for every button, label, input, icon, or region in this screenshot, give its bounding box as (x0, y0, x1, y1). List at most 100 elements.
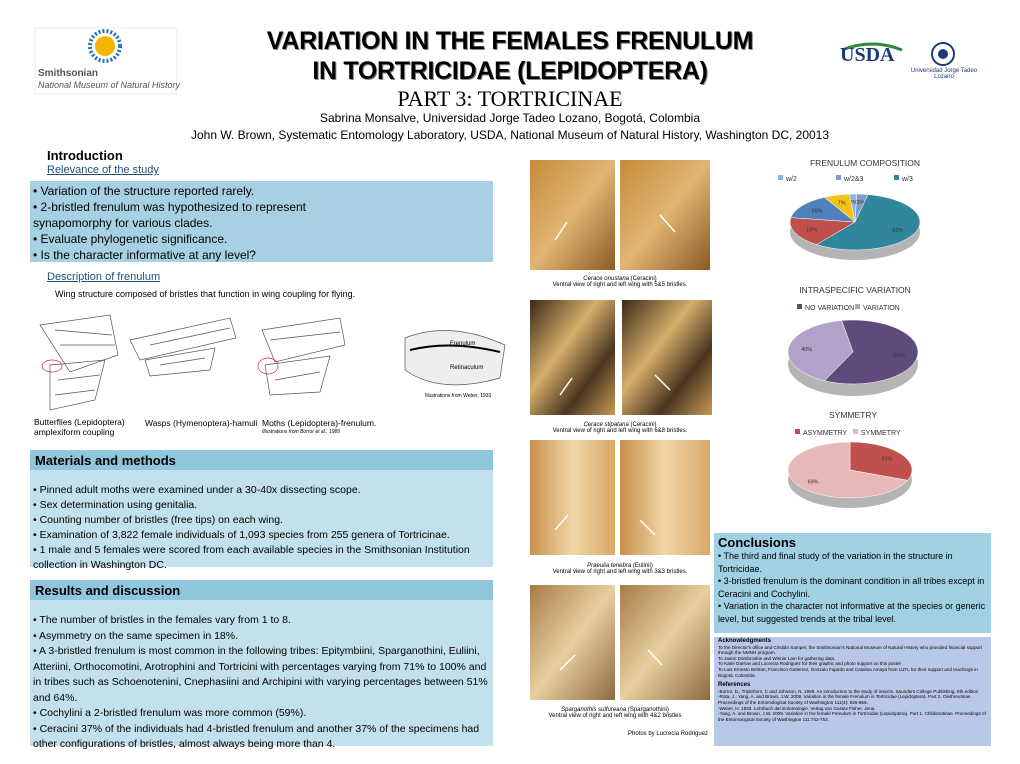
caption: Ventral view of right and left wing with… (552, 428, 688, 434)
figure-label: Frenulum (450, 341, 476, 347)
photo-caption: Sparganothis sulfureana (Sparganothini) V… (515, 707, 715, 719)
author: Sabrina Monsalve, Universidad Jorge Tade… (319, 111, 700, 125)
section-subtitle: Description of frenulum (47, 271, 161, 283)
item: To Jason Dombroskie and Winnie Lam for g… (718, 655, 836, 661)
section-subtitle: Relevance of the study (47, 164, 159, 176)
caption: Ventral view of right and left wing with… (552, 282, 688, 288)
legend-label: w/3 (901, 176, 913, 183)
bullet: 1 male and 5 females were scored from ea… (33, 543, 488, 573)
bullet: Asymmetry on the same specimen in 18%. (33, 629, 488, 645)
section-title: Materials and methods (35, 453, 176, 468)
item: To the Director's office and Cristián Sa… (718, 644, 982, 656)
item: -Rota, J., Yang, A. and Brown, J.W. 2009… (718, 694, 972, 705)
item: To Karie Darrow and Lucrecia Rodriguez f… (718, 661, 902, 667)
item: -Yang, A. and Brown, J.W. 2009. Variatio… (718, 711, 986, 722)
section-title: Introduction (47, 148, 123, 163)
results-header (30, 580, 493, 600)
photos (530, 160, 712, 700)
value-label: 7% (838, 201, 846, 207)
pie-chart: SYMMETRY ASYMMETRY SYMMETRY 31% 69% (787, 410, 913, 508)
bullet: The number of bristles in the females va… (33, 613, 488, 629)
photo-caption: Cerace onustana (Ceracini) Ventral view o… (520, 276, 720, 288)
section-title: Conclusions (718, 535, 797, 550)
acknowledgments: Acknowledgments To the Director's office… (718, 638, 988, 722)
value-label: 2% (850, 200, 858, 206)
figure-label: Retinaculum (450, 365, 484, 371)
bullet: 2-bristled frenulum was hypothesized to … (33, 199, 333, 231)
pie-chart: FRENULUM COMPOSITION w/2 w/2&3 w/3 2%3% 62% 19… (778, 158, 921, 260)
pie-slice (815, 194, 921, 251)
item: To Luis Ernesto Beltran, Francisco Gutie… (718, 666, 978, 678)
legend-label: NO VARIATION (805, 305, 854, 312)
acknowledgments-box (714, 637, 991, 746)
value-label: 31% (881, 457, 892, 463)
usda-logo (841, 42, 903, 52)
legend-swatch (894, 175, 899, 180)
bullet: Variation in the character not informati… (718, 600, 988, 625)
bullet: The third and final study of the variati… (718, 550, 988, 575)
legend-label: w/2&3 (843, 176, 864, 183)
caption: Moths (Lepidoptera)-frenulum. (262, 418, 377, 428)
chart-title: FRENULUM COMPOSITION (810, 158, 920, 168)
value-label: 16% (811, 208, 822, 214)
pie-chart: INTRASPECIFIC VARIATION NO VARIATION VARIA… (787, 285, 919, 396)
legend-swatch (778, 175, 783, 180)
methods-header (30, 450, 493, 470)
caption: Wasps (Hymenoptera)-hamuli (145, 418, 258, 428)
item: -Weber, H. 1933. Lehrbuch der Entomologi… (718, 705, 876, 711)
value-label: 3% (856, 200, 864, 206)
legend-swatch (836, 175, 841, 180)
legend-label: VARIATION (863, 305, 900, 312)
caption: Butterflies (Lepidoptera) amplexiform co… (34, 417, 125, 437)
bullet: 3-bristled frenulum is the dominant cond… (718, 575, 988, 600)
bullet: Counting number of bristles (free tips) … (33, 513, 488, 528)
species: Sparganothis sulfureana (561, 707, 627, 713)
legend-label: ASYMMETRY (803, 430, 848, 437)
author: John W. Brown, Systematic Entomology Lab… (190, 128, 830, 142)
bullet: Variation of the structure reported rare… (33, 183, 333, 199)
pie-slice (789, 217, 856, 245)
tribe: (Ceracini) (630, 276, 657, 282)
species: Cerace onustana (583, 276, 629, 282)
university-logo (931, 42, 955, 66)
bullet: Ceracini 37% of the individuals had 4-br… (33, 722, 488, 753)
pie-slice (787, 320, 854, 382)
bullet-list: Variation of the structure reported rare… (33, 183, 333, 263)
bullet-list: The number of bristles in the females va… (33, 613, 488, 753)
photo-caption: Praeulia tenebra (Eulinii) Ventral view o… (520, 563, 720, 575)
bullet: Cochylini a 2-bristled frenulum was more… (33, 706, 488, 722)
chart-title: SYMMETRY (829, 410, 877, 420)
legend-swatch (797, 304, 802, 309)
value-label: 62% (892, 228, 903, 234)
photo-caption: Cerace stipatana (Ceracini) Ventral view … (520, 422, 720, 434)
pie-slice (787, 441, 909, 499)
tribe: (Eulinii) (632, 563, 653, 569)
tribe: (Sparganothini) (627, 707, 669, 713)
subsection-title: References (718, 682, 751, 689)
bullet: Pinned adult moths were examined under a… (33, 483, 488, 498)
subsection-title: Acknowledgments (718, 638, 772, 644)
logo-text: National Museum of Natural History (38, 80, 181, 90)
legend-label: SYMMETRY (861, 430, 901, 437)
item: -Borror, D., Triplehorn, C and Johnson, … (718, 688, 979, 694)
legend-label: w/2 (785, 176, 797, 183)
value-label: 19% (806, 228, 817, 234)
bullet: Evaluate phylogenetic significance. (33, 231, 333, 247)
title: IN TORTRICIDAE (LEPIDOPTERA) (312, 57, 708, 85)
smithsonian-logo (34, 27, 178, 95)
pie-slice (824, 319, 919, 385)
pie-slice (823, 193, 856, 223)
credit: Illustrations from Borror et al., 1989 (262, 429, 341, 435)
bullet: Examination of 3,822 female individuals … (33, 528, 488, 543)
text: Wing structure composed of bristles that… (55, 289, 356, 299)
value-label: 60% (894, 353, 905, 359)
bullet: Sex determination using genitalia. (33, 498, 488, 513)
bullet-list: The third and final study of the variati… (718, 550, 988, 625)
section-title: Results and discussion (35, 583, 181, 598)
species: Cerace stipatana (583, 422, 629, 428)
value-label: 69% (808, 479, 819, 485)
species: Praeulia tenebra (587, 563, 632, 569)
logo-text: USDA (840, 44, 895, 66)
